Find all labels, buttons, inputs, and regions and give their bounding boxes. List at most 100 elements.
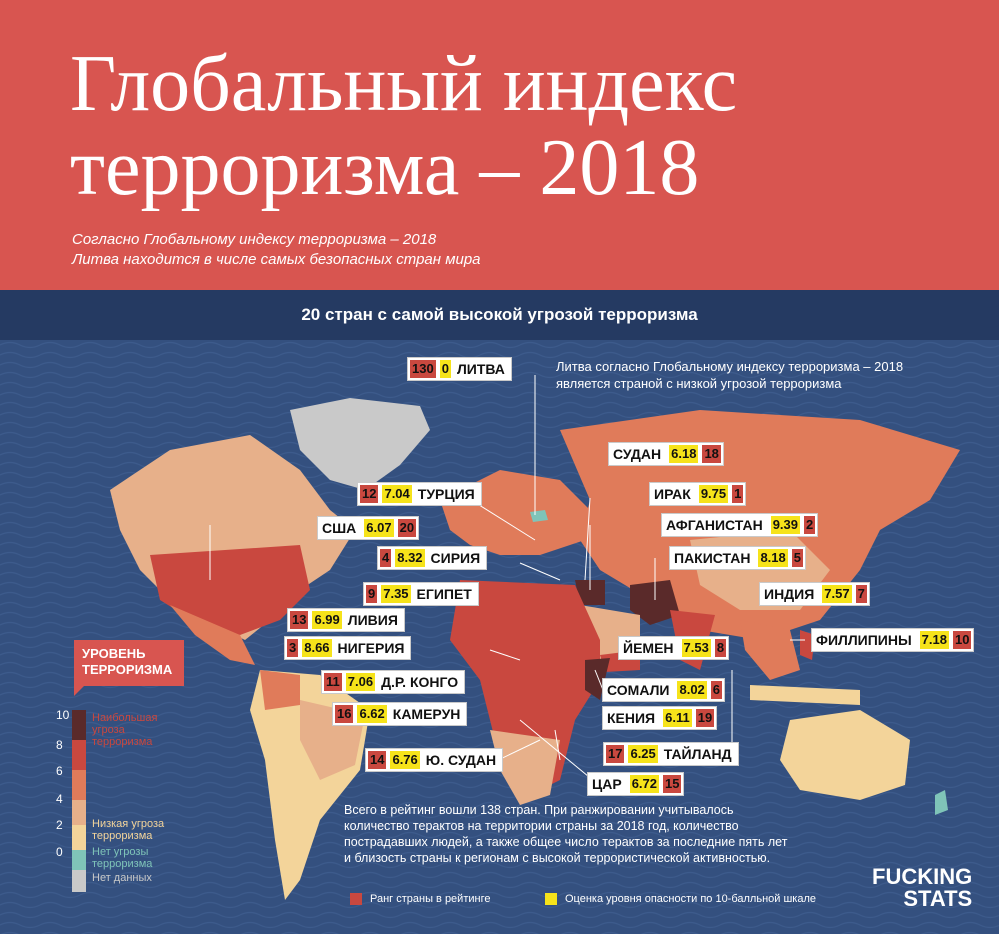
country-score: 9.75: [698, 485, 729, 503]
country-rank: 9: [366, 585, 378, 603]
country-name: СИРИЯ: [430, 550, 481, 566]
africa-shape: [450, 580, 600, 800]
country-label-thailand: 17 6.25 ТАЙЛАНД: [604, 743, 738, 765]
australia-shape: [780, 710, 910, 800]
section-title: 20 стран с самой высокой угрозой террори…: [301, 305, 698, 324]
country-label-cameroon: 16 6.62 КАМЕРУН: [333, 703, 467, 725]
scale-segment-6: [72, 770, 86, 800]
country-score: 6.99: [312, 611, 342, 629]
country-rank: 20: [397, 519, 417, 537]
country-label-nigeria: 3 8.66 НИГЕРИЯ: [285, 637, 411, 659]
country-name: ИРАК: [654, 486, 691, 502]
legend-nodata-label: Нет данных: [92, 872, 152, 884]
country-rank: 15: [663, 775, 682, 793]
country-score: 6.76: [390, 751, 420, 769]
country-score: 8.18: [758, 549, 788, 567]
country-rank: 5: [791, 549, 803, 567]
country-score: 7.35: [381, 585, 411, 603]
scale-segment-nodata: [72, 870, 86, 892]
scale-segment-10: [72, 710, 86, 740]
country-name: СУДАН: [613, 446, 662, 462]
scale-tick: 6: [56, 764, 63, 778]
country-label-india: ИНДИЯ 7.57 7: [760, 583, 869, 605]
country-rank: 8: [714, 639, 727, 657]
rank-key-label: Ранг страны в рейтинге: [370, 893, 491, 905]
usa-shape: [150, 545, 310, 635]
mexico-shape: [170, 605, 255, 665]
brand-logo: FUCKING STATS: [872, 866, 972, 910]
score-swatch: [545, 893, 557, 905]
score-key: Оценка уровня опасности по 10-балльной ш…: [545, 893, 816, 905]
country-score: 6.07: [364, 519, 394, 537]
country-score: 6.11: [663, 709, 692, 727]
country-label-dr-congo: 11 7.06 Д.Р. КОНГО: [322, 671, 465, 693]
legend-none-label: Нет угрозы терроризма: [92, 846, 153, 870]
country-label-iraq: ИРАК 9.75 1: [650, 483, 746, 505]
country-label-sudan: СУДАН 6.18 18: [609, 443, 723, 465]
lithuania-note: Литва согласно Глобальному индексу терро…: [556, 358, 903, 392]
country-name: ФИЛЛИПИНЫ: [816, 632, 912, 648]
legend-title: УРОВЕНЬ ТЕРРОРИЗМА: [74, 640, 184, 686]
country-rank: 12: [360, 485, 379, 503]
country-rank: 7: [855, 585, 867, 603]
country-score: 6.25: [628, 745, 658, 763]
country-label-somalia: СОМАЛИ 8.02 6: [603, 679, 725, 701]
iraq-shape: [575, 580, 605, 605]
legend-high-label: Наибольшая угроза терроризма: [92, 712, 158, 748]
legend-title-line-1: УРОВЕНЬ: [82, 646, 146, 661]
scale-segment-2: [72, 825, 86, 850]
page-title: Глобальный индекс терроризма – 2018: [70, 42, 970, 210]
country-rank: 1: [732, 485, 744, 503]
country-score: 8.32: [395, 549, 425, 567]
country-rank: 3: [287, 639, 299, 657]
country-rank: 14: [368, 751, 387, 769]
lithuania-note-line-1: Литва согласно Глобальному индексу терро…: [556, 359, 904, 374]
footnote-line-2: количество терактов на территории страны…: [344, 819, 739, 833]
country-name: ЛИВИЯ: [347, 612, 398, 628]
scale-segment-0: [72, 850, 86, 870]
country-label-pakistan: ПАКИСТАН 8.18 5: [670, 547, 805, 569]
country-rank: 18: [702, 445, 721, 463]
country-name: КЕНИЯ: [607, 710, 656, 726]
colombia-shape: [260, 670, 300, 710]
score-key-label: Оценка уровня опасности по 10-балльной ш…: [565, 893, 817, 905]
country-name: ИНДИЯ: [764, 586, 815, 602]
subtitle-line-2: Литва находится в числе самых безопасных…: [72, 251, 481, 268]
country-name: СОМАЛИ: [607, 682, 670, 698]
afghanistan-pakistan-shape: [630, 580, 680, 625]
scale-tick: 10: [56, 708, 70, 722]
country-score: 7.53: [681, 639, 711, 657]
country-label-lithuania: 130 0 ЛИТВА: [408, 358, 511, 380]
country-score: 7.18: [919, 631, 949, 649]
country-name: ЦАР: [592, 776, 622, 792]
footnote: Всего в рейтинг вошли 138 стран. При ран…: [344, 802, 787, 866]
legend-title-line-2: ТЕРРОРИЗМА: [82, 662, 173, 677]
country-name: Ю. СУДАН: [425, 752, 497, 768]
country-rank: 2: [804, 516, 816, 534]
scale-tick: 2: [56, 818, 63, 832]
brand-line-1: FUCKING: [872, 864, 973, 889]
lithuania-note-line-2: является страной с низкой угрозой террор…: [556, 376, 842, 391]
country-label-syria: 4 8.32 СИРИЯ: [378, 547, 487, 569]
country-name: НИГЕРИЯ: [337, 640, 405, 656]
rank-swatch: [350, 893, 362, 905]
country-rank: 13: [290, 611, 309, 629]
country-score: 9.39: [770, 516, 801, 534]
country-rank: 19: [695, 709, 715, 727]
subtitle: Согласно Глобальному индексу терроризма …: [72, 230, 481, 270]
title-line-2: терроризма – 2018: [70, 124, 700, 212]
country-name: Д.Р. КОНГО: [381, 674, 459, 690]
southeast-asia-shape: [740, 620, 800, 680]
country-label-libya: 13 6.99 ЛИВИЯ: [288, 609, 404, 631]
country-name: АФГАНИСТАН: [666, 517, 763, 533]
subtitle-line-1: Согласно Глобальному индексу терроризма …: [72, 231, 437, 248]
country-name: ЛИТВА: [456, 361, 505, 377]
legend-low-label: Низкая угроза терроризма: [92, 818, 165, 842]
southern-africa-shape: [490, 730, 560, 805]
footnote-line-3: пострадавших людей, а также общее число …: [344, 835, 788, 849]
scale-tick: 4: [56, 792, 63, 806]
header: Глобальный индекс терроризма – 2018 Согл…: [0, 0, 999, 290]
country-name: ТАЙЛАНД: [663, 746, 732, 762]
country-rank: 130: [410, 360, 436, 378]
section-band: 20 стран с самой высокой угрозой террори…: [0, 290, 999, 340]
